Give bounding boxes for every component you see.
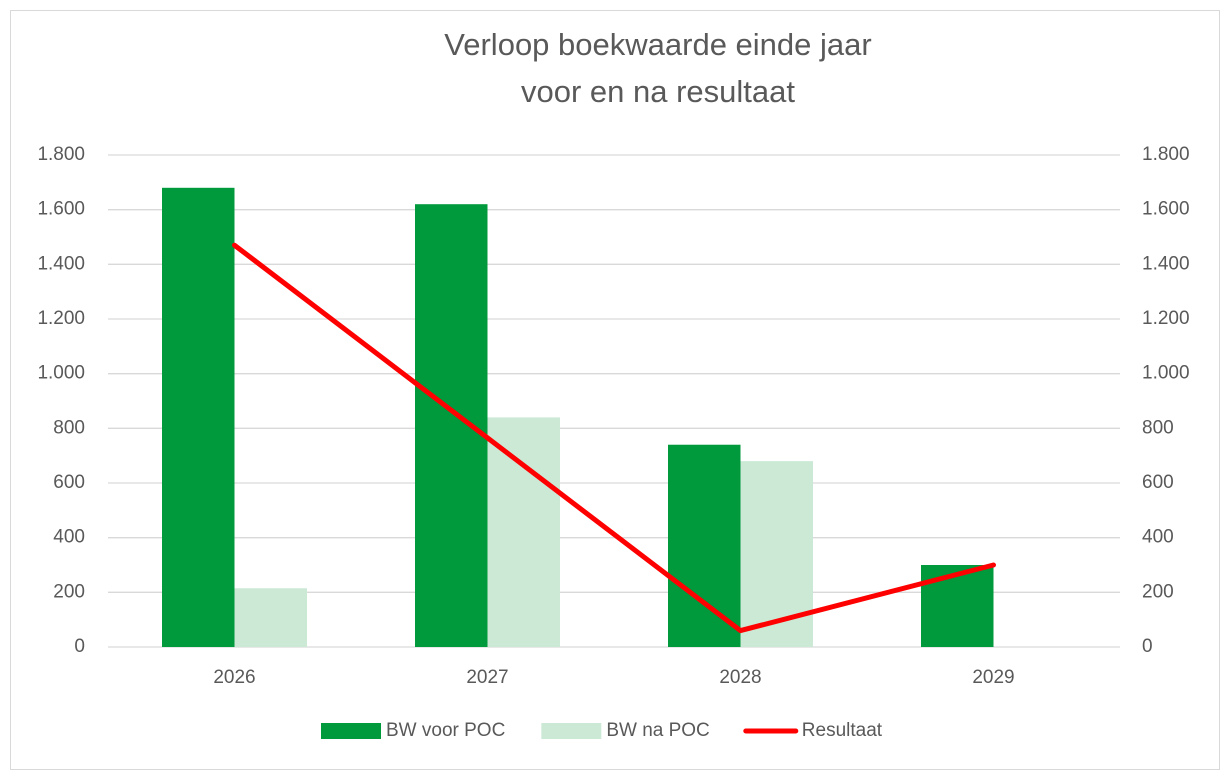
y2-tick-label: 400: [1142, 527, 1174, 548]
bar: [162, 187, 235, 648]
y-tick-label: 600: [53, 472, 85, 493]
legend-label: Resultaat: [802, 720, 883, 741]
bar: [921, 565, 994, 647]
y2-tick-label: 0: [1142, 636, 1153, 657]
line: [232, 242, 996, 634]
legend-swatch: [541, 723, 602, 739]
y-tick-label: 1.600: [37, 199, 85, 220]
y-tick-label: 1.800: [37, 144, 85, 165]
x-tick-label: 2028: [719, 667, 761, 688]
y-tick-label: 800: [53, 417, 85, 438]
legend-label: BW na POC: [606, 720, 709, 741]
bar: [487, 417, 560, 647]
y-tick-label: 200: [53, 581, 85, 602]
legend-label: BW voor POC: [386, 720, 505, 741]
y-tick-label: 1.200: [37, 308, 85, 329]
legend-swatch: [321, 723, 381, 739]
y2-tick-label: 200: [1142, 581, 1174, 602]
y2-tick-label: 1.600: [1142, 199, 1190, 220]
y2-tick-label: 1.200: [1142, 308, 1190, 329]
y2-tick-label: 600: [1142, 472, 1174, 493]
chart-title: voor en na resultaat: [521, 74, 795, 109]
x-tick-label: 2029: [972, 667, 1014, 688]
y-tick-label: 400: [53, 527, 85, 548]
chart-title: Verloop boekwaarde einde jaar: [444, 27, 871, 62]
y-tick-label: 1.000: [37, 363, 85, 384]
y2-tick-label: 800: [1142, 417, 1174, 438]
bar: [234, 588, 307, 647]
bar: [668, 444, 741, 647]
bar: [415, 204, 488, 647]
y-tick-label: 0: [74, 636, 85, 657]
x-tick-label: 2026: [213, 667, 255, 688]
y-tick-label: 1.400: [37, 253, 85, 274]
y2-tick-label: 1.000: [1142, 363, 1190, 384]
x-tick-label: 2027: [466, 667, 508, 688]
y2-tick-label: 1.800: [1142, 144, 1190, 165]
y2-tick-label: 1.400: [1142, 253, 1190, 274]
